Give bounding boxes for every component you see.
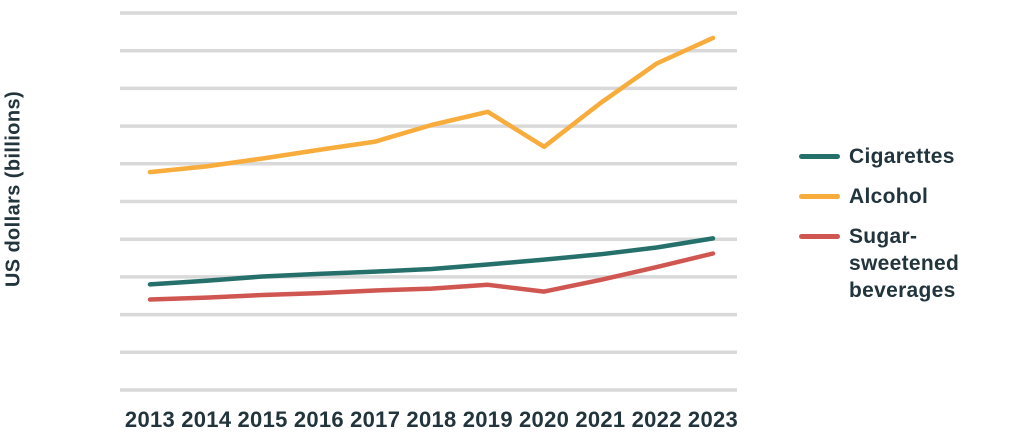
legend-label: Cigarettes [849, 145, 955, 168]
legend-item: Alcohol [799, 183, 1024, 210]
series-line-sugar-sweetened-beverages [147, 251, 716, 302]
legend-item: Cigarettes [799, 143, 1024, 170]
series-line-alcohol [147, 35, 716, 175]
legend: Cigarettes Alcohol Sugar-sweetened beverag… [799, 143, 1024, 304]
legend-item: Sugar-sweetened beverages [799, 223, 1024, 304]
legend-swatch-icon [799, 234, 840, 239]
legend-label: Alcohol [849, 185, 929, 208]
legend-label: Sugar-sweetened beverages [849, 225, 960, 302]
legend-swatch-icon [799, 154, 840, 159]
series-line-cigarettes [147, 236, 716, 287]
y-axis-label: US dollars (billions) [2, 90, 25, 288]
legend-swatch-icon [799, 194, 840, 199]
